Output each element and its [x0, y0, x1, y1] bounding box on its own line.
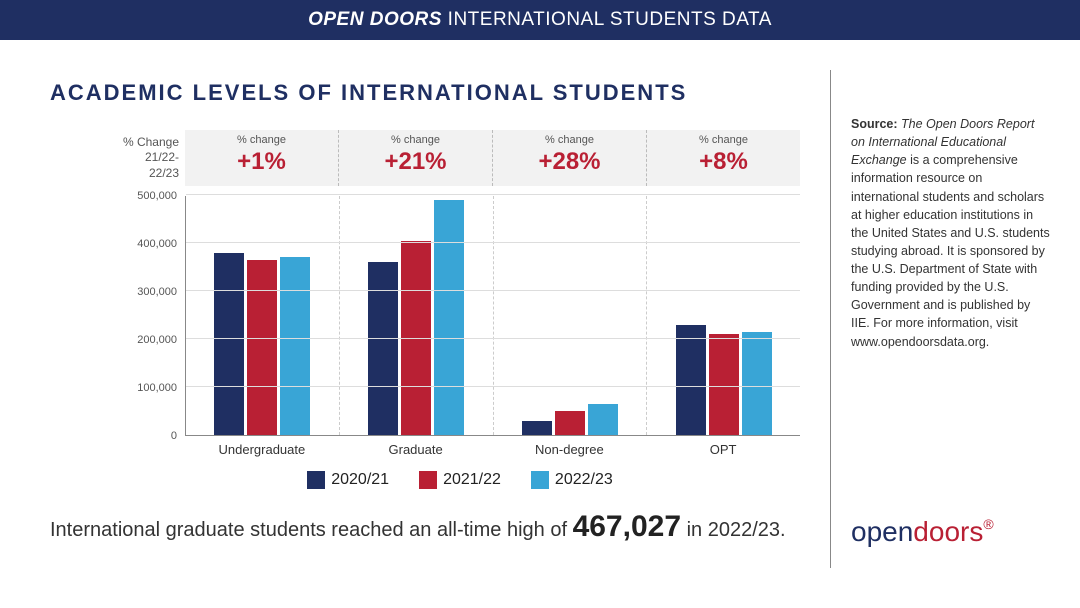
bar-group — [646, 196, 800, 435]
bar-group — [339, 196, 493, 435]
legend-item: 2021/22 — [419, 471, 501, 489]
bar — [434, 200, 464, 435]
source-label: Source: — [851, 117, 898, 131]
logo-mark: ® — [983, 516, 993, 532]
y-tick-label: 500,000 — [137, 190, 177, 202]
bar-group — [186, 196, 339, 435]
change-box: % change +1% — [185, 130, 338, 186]
source-text: Source: The Open Doors Report on Interna… — [851, 115, 1050, 351]
change-axis-label: % Change 21/22-22/23 — [120, 135, 185, 182]
bar — [214, 253, 244, 435]
bar — [588, 404, 618, 435]
change-col-label: % change — [185, 134, 338, 146]
change-boxes: % change+1%% change+21%% change+28%% cha… — [185, 130, 800, 186]
grid-line — [186, 290, 800, 291]
y-tick-label: 100,000 — [137, 382, 177, 394]
chart-title: ACADEMIC LEVELS OF INTERNATIONAL STUDENT… — [50, 80, 800, 106]
legend-swatch — [419, 471, 437, 489]
change-box: % change +8% — [646, 130, 800, 186]
change-value: +28% — [493, 148, 646, 176]
bar — [522, 421, 552, 435]
logo-doors: doors — [913, 516, 983, 547]
bar — [555, 411, 585, 435]
change-row: % Change 21/22-22/23 % change+1%% change… — [120, 130, 800, 186]
grid-line — [186, 194, 800, 195]
grid-line — [186, 242, 800, 243]
source-body: is a comprehensive information resource … — [851, 153, 1050, 348]
plot-area — [185, 196, 800, 436]
legend-swatch — [531, 471, 549, 489]
category-label: Non-degree — [493, 436, 647, 457]
bar-groups — [186, 196, 800, 435]
change-value: +21% — [339, 148, 492, 176]
category-label: OPT — [646, 436, 800, 457]
main-panel: ACADEMIC LEVELS OF INTERNATIONAL STUDENT… — [0, 40, 830, 608]
chart-area: 0100,000200,000300,000400,000500,000 — [120, 196, 800, 436]
category-label: Graduate — [339, 436, 493, 457]
change-col-label: % change — [647, 134, 800, 146]
bar-group — [493, 196, 647, 435]
content: ACADEMIC LEVELS OF INTERNATIONAL STUDENT… — [0, 40, 1080, 608]
y-axis: 0100,000200,000300,000400,000500,000 — [120, 196, 185, 436]
callout-pre: International graduate students reached … — [50, 519, 573, 541]
legend-item: 2020/21 — [307, 471, 389, 489]
callout-post: in 2022/23. — [681, 519, 786, 541]
y-tick-label: 400,000 — [137, 238, 177, 250]
sidebar: Source: The Open Doors Report on Interna… — [830, 70, 1080, 568]
legend-swatch — [307, 471, 325, 489]
bar — [742, 332, 772, 435]
category-label: Undergraduate — [185, 436, 339, 457]
y-tick-label: 0 — [171, 430, 177, 442]
logo: opendoors® — [851, 516, 1050, 548]
grid-line — [186, 386, 800, 387]
bar — [368, 262, 398, 435]
bar — [676, 325, 706, 435]
legend: 2020/21 2021/22 2022/23 — [120, 471, 800, 489]
bar — [709, 334, 739, 435]
legend-item: 2022/23 — [531, 471, 613, 489]
header-italic: OPEN DOORS — [308, 9, 442, 30]
change-value: +8% — [647, 148, 800, 176]
grid-line — [186, 338, 800, 339]
bar — [280, 257, 310, 435]
y-tick-label: 300,000 — [137, 286, 177, 298]
change-value: +1% — [185, 148, 338, 176]
category-labels: UndergraduateGraduateNon-degreeOPT — [185, 436, 800, 457]
legend-label: 2020/21 — [331, 471, 389, 489]
change-box: % change +21% — [338, 130, 492, 186]
header-bar: OPEN DOORS INTERNATIONAL STUDENTS DATA — [0, 0, 1080, 40]
change-box: % change +28% — [492, 130, 646, 186]
change-col-label: % change — [493, 134, 646, 146]
header-rest: INTERNATIONAL STUDENTS DATA — [442, 9, 772, 30]
logo-open: open — [851, 516, 913, 547]
y-tick-label: 200,000 — [137, 334, 177, 346]
bar — [247, 260, 277, 435]
legend-label: 2022/23 — [555, 471, 613, 489]
callout-text: International graduate students reached … — [50, 507, 800, 546]
callout-big: 467,027 — [573, 510, 681, 543]
change-col-label: % change — [339, 134, 492, 146]
legend-label: 2021/22 — [443, 471, 501, 489]
